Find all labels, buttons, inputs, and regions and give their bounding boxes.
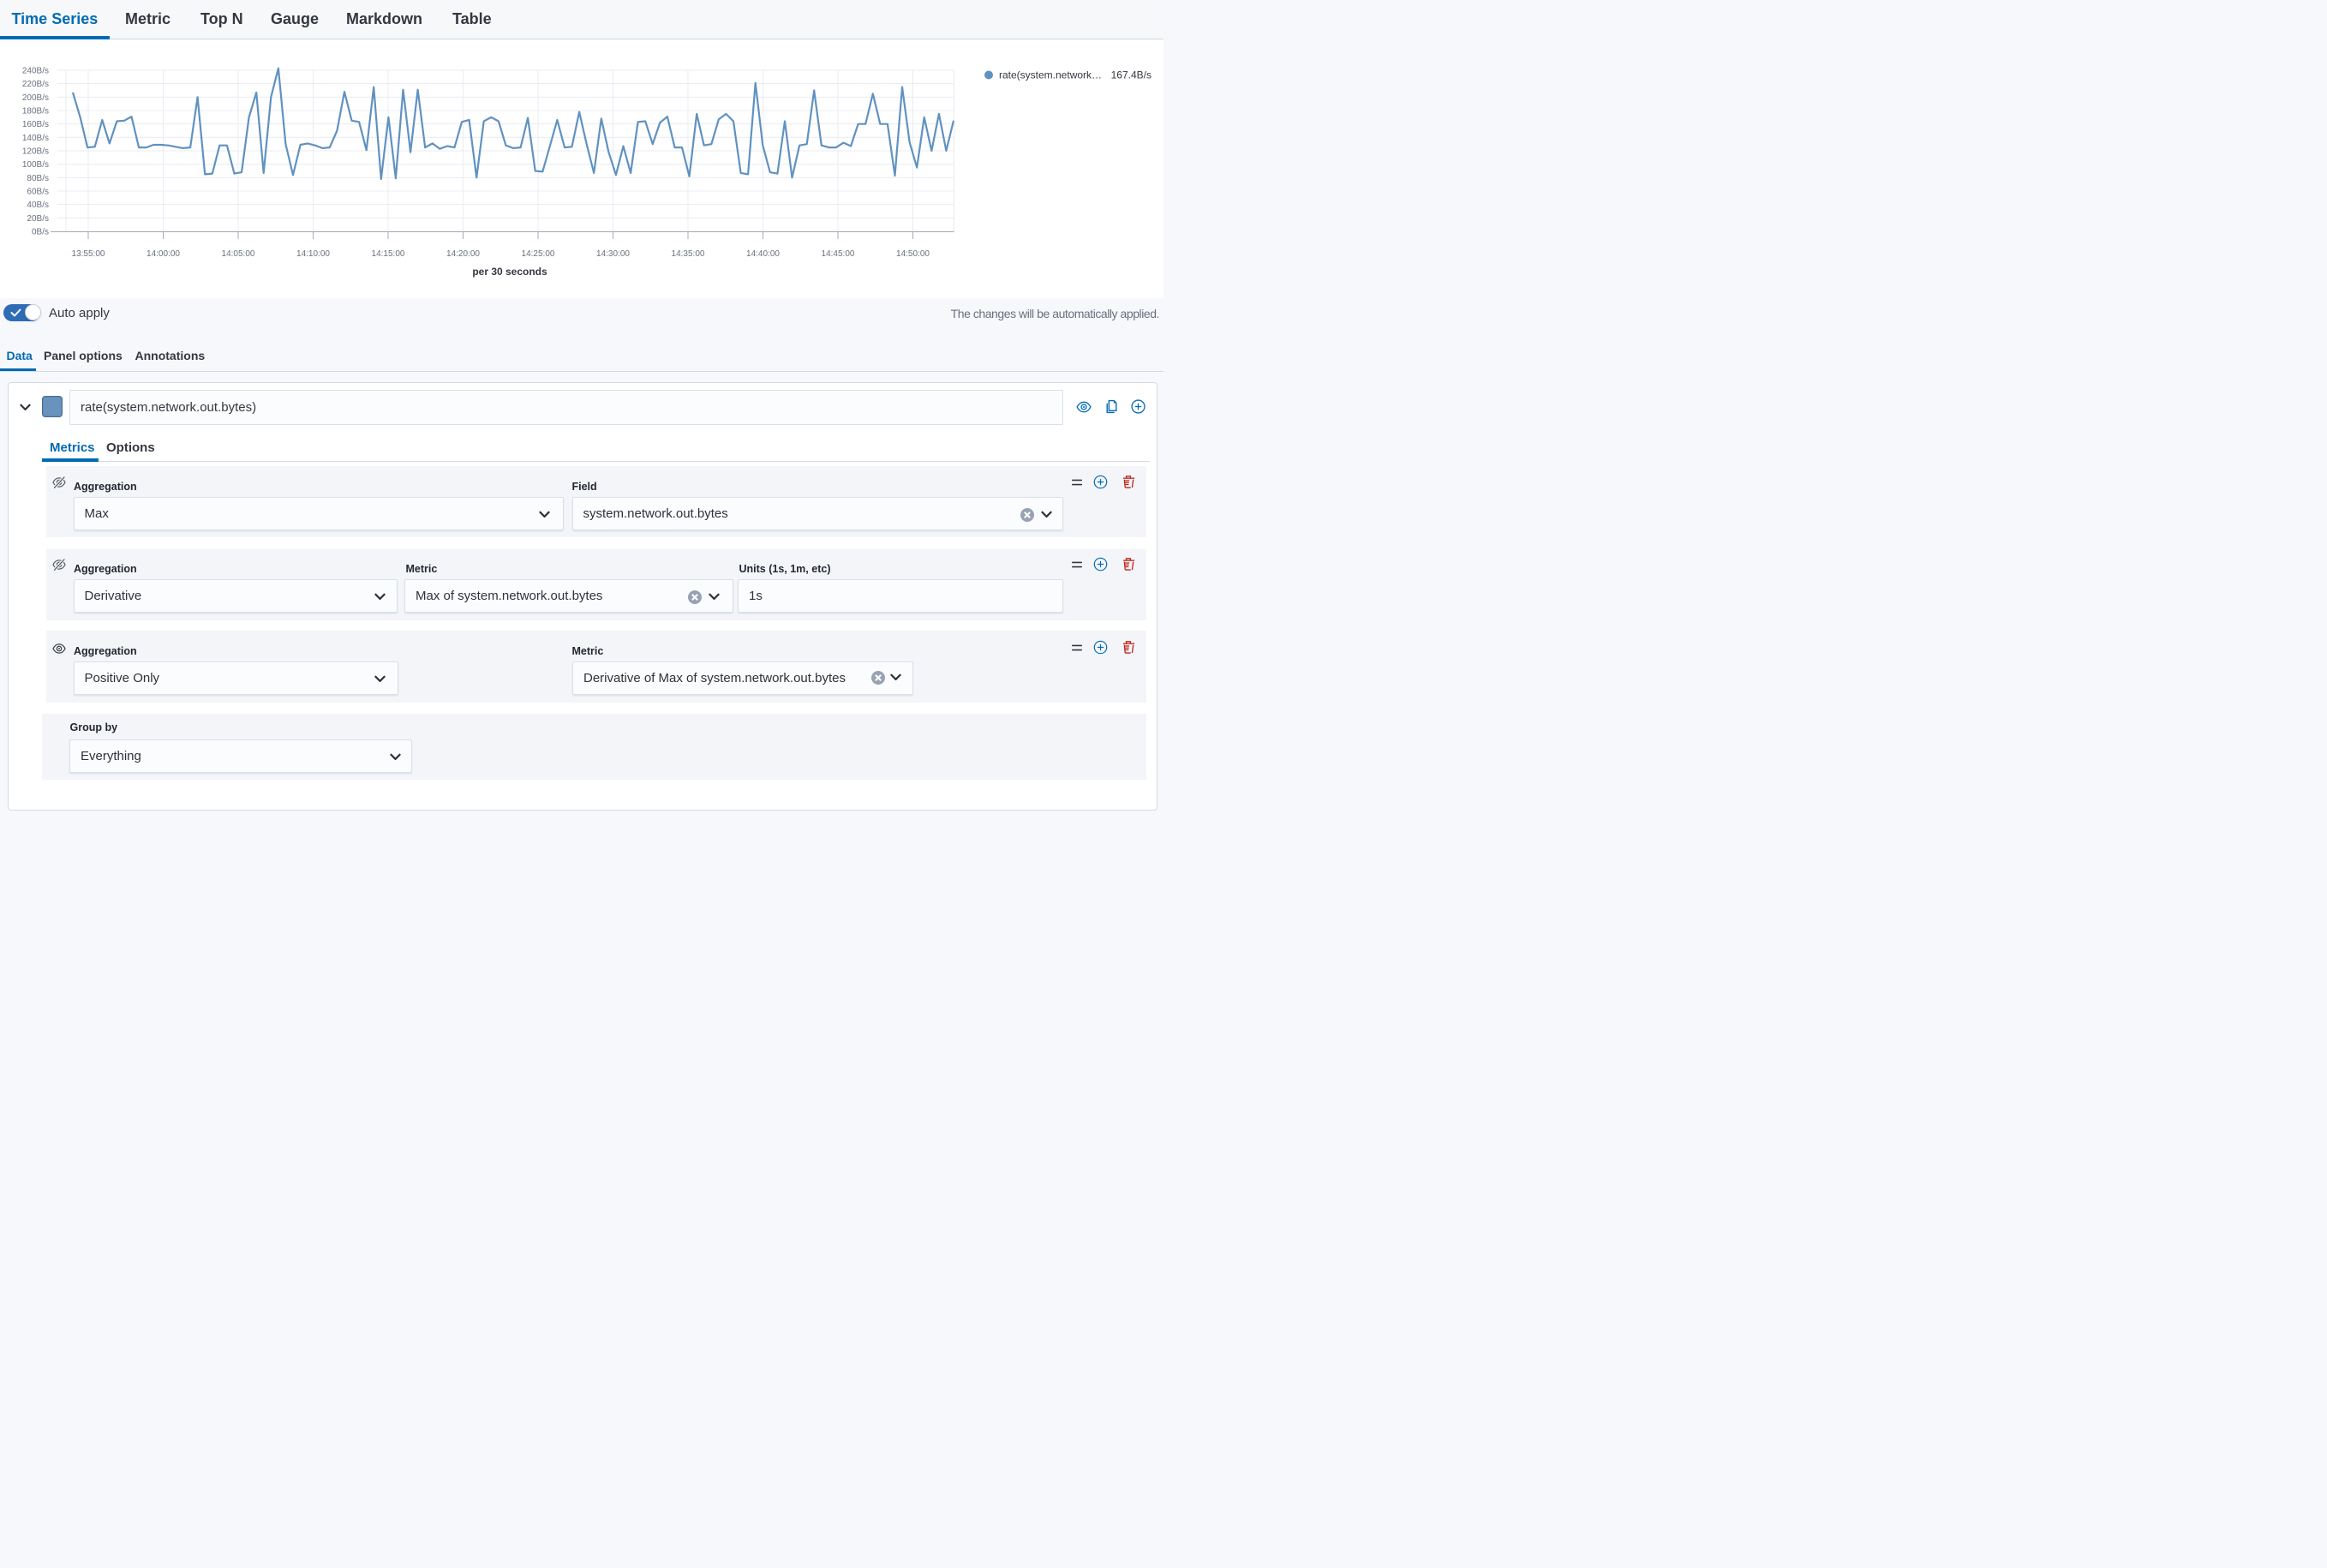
svg-text:14:25:00: 14:25:00 xyxy=(522,249,555,259)
svg-text:0B/s: 0B/s xyxy=(32,228,49,237)
svg-text:14:15:00: 14:15:00 xyxy=(372,249,405,259)
svg-text:60B/s: 60B/s xyxy=(27,188,49,197)
svg-text:160B/s: 160B/s xyxy=(22,120,49,129)
svg-text:80B/s: 80B/s xyxy=(27,174,49,183)
svg-text:per 30 seconds: per 30 seconds xyxy=(472,266,547,278)
svg-text:14:45:00: 14:45:00 xyxy=(822,249,855,259)
svg-text:140B/s: 140B/s xyxy=(22,134,49,143)
svg-text:40B/s: 40B/s xyxy=(27,200,49,210)
svg-text:220B/s: 220B/s xyxy=(22,80,49,89)
svg-text:240B/s: 240B/s xyxy=(22,67,49,76)
svg-text:14:30:00: 14:30:00 xyxy=(596,249,630,259)
svg-text:200B/s: 200B/s xyxy=(22,93,49,103)
svg-text:180B/s: 180B/s xyxy=(22,107,49,117)
svg-text:120B/s: 120B/s xyxy=(22,147,49,157)
svg-text:14:05:00: 14:05:00 xyxy=(222,249,255,259)
svg-text:14:10:00: 14:10:00 xyxy=(296,249,330,259)
svg-text:rate(system.network…: rate(system.network… xyxy=(999,69,1102,81)
svg-text:14:35:00: 14:35:00 xyxy=(672,249,705,259)
svg-text:20B/s: 20B/s xyxy=(27,214,49,224)
svg-text:14:50:00: 14:50:00 xyxy=(896,249,930,259)
svg-text:14:00:00: 14:00:00 xyxy=(147,249,180,259)
svg-text:14:40:00: 14:40:00 xyxy=(746,249,780,259)
svg-text:14:20:00: 14:20:00 xyxy=(446,249,480,259)
svg-text:100B/s: 100B/s xyxy=(22,160,49,170)
svg-text:167.4B/s: 167.4B/s xyxy=(1111,69,1152,81)
svg-text:13:55:00: 13:55:00 xyxy=(72,249,105,259)
